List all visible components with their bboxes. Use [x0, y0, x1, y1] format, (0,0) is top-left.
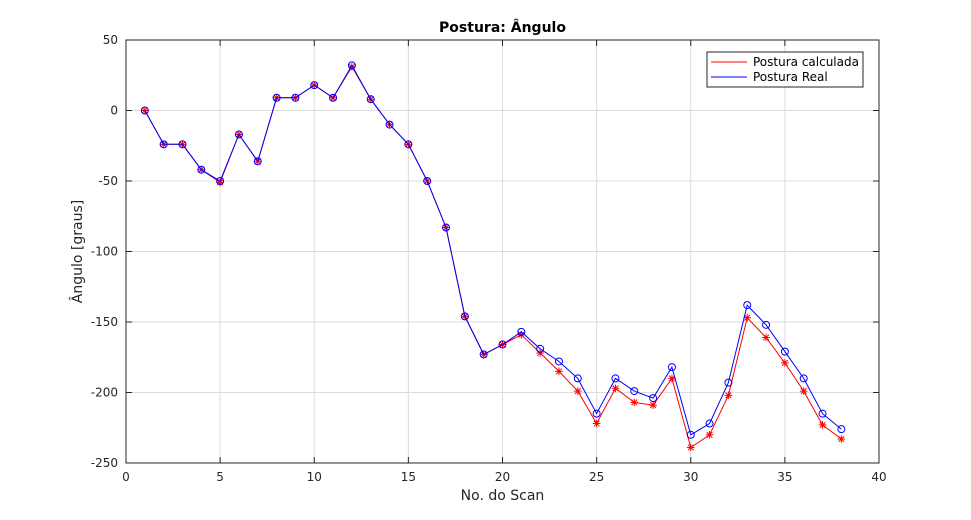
data-point: [724, 378, 733, 387]
data-point: [234, 130, 243, 139]
data-point: [762, 320, 771, 329]
x-tick-label: 5: [216, 470, 224, 484]
y-tick-label: -50: [98, 174, 118, 188]
data-point: [780, 347, 789, 356]
x-tick-label: 15: [401, 470, 416, 484]
series-1: [140, 61, 846, 439]
data-point: [592, 409, 601, 418]
data-point: [178, 140, 187, 149]
data-point: [649, 394, 658, 403]
x-tick-label: 25: [589, 470, 604, 484]
data-point: [423, 177, 432, 185]
data-point: [799, 387, 808, 395]
data-point: [348, 62, 356, 71]
data-point: [536, 344, 545, 353]
data-point: [667, 363, 676, 372]
y-tick-label: -200: [91, 386, 118, 400]
data-point: [140, 106, 149, 115]
data-point: [479, 350, 488, 359]
data-point: [686, 443, 695, 452]
data-point: [310, 81, 319, 90]
data-point: [574, 387, 582, 395]
data-point: [555, 367, 563, 376]
data-point: [404, 140, 413, 149]
x-tick-label: 40: [871, 470, 886, 484]
x-tick-label: 20: [495, 470, 510, 484]
x-tick-label: 30: [683, 470, 698, 484]
data-point: [705, 431, 714, 439]
data-point: [724, 391, 733, 400]
data-point: [554, 357, 563, 366]
data-point: [216, 178, 224, 187]
data-point: [630, 398, 639, 407]
legend-entry-postura-real: Postura Real: [753, 70, 828, 84]
legend: Postura calculada Postura Real: [706, 51, 864, 88]
data-point: [799, 374, 808, 383]
data-point: [573, 374, 582, 383]
data-point: [630, 387, 639, 396]
x-tick-label: 10: [307, 470, 322, 484]
data-point: [385, 120, 394, 129]
y-tick-label: -250: [91, 456, 118, 470]
data-point: [460, 312, 469, 321]
data-point: [291, 93, 300, 102]
legend-box: [706, 51, 864, 88]
data-point: [517, 330, 526, 339]
data-point: [781, 359, 789, 367]
grid-layer: [125, 39, 880, 464]
data-point: [743, 301, 752, 310]
data-point: [517, 327, 526, 336]
data-point: [818, 409, 827, 418]
y-tick-label: 50: [103, 33, 118, 47]
x-tick-label: 0: [122, 470, 130, 484]
y-axis-label: Ângulo [graus]: [68, 200, 86, 303]
data-point: [705, 419, 714, 428]
data-point: [272, 93, 281, 102]
data-point: [442, 223, 451, 232]
data-point: [592, 419, 601, 428]
data-point: [686, 430, 695, 439]
data-point: [818, 421, 827, 429]
data-point: [366, 95, 375, 104]
data-point: [347, 61, 356, 70]
data-point: [837, 425, 846, 434]
axis-ticks: 0 5 10 15 20 25 30 35 40 50 0 -50 -100 -150 -200 -250: [91, 33, 887, 484]
data-point: [498, 340, 507, 349]
data-point: [216, 177, 225, 185]
x-tick-label: 35: [777, 470, 792, 484]
data-point: [837, 435, 846, 443]
data-point: [197, 165, 206, 174]
series-0: [141, 62, 846, 452]
data-point: [743, 313, 752, 322]
data-point: [611, 384, 620, 393]
legend-entry-postura-calculada: Postura calculada: [753, 55, 859, 69]
data-point: [329, 93, 338, 102]
series-line: [144, 65, 842, 449]
data-point: [611, 374, 620, 383]
y-tick-label: -100: [91, 245, 118, 259]
data-point: [649, 401, 657, 409]
data-point: [253, 157, 262, 166]
data-point: [536, 349, 544, 357]
data-point: [762, 333, 770, 342]
x-axis-label: No. do Scan: [461, 488, 545, 504]
y-tick-label: -150: [91, 315, 118, 329]
series-line: [144, 64, 842, 436]
data-point: [159, 140, 168, 149]
y-tick-label: 0: [110, 104, 118, 118]
chart-title: Postura: Ângulo: [439, 19, 566, 36]
data-point: [668, 374, 676, 383]
series-layer: [140, 61, 846, 452]
